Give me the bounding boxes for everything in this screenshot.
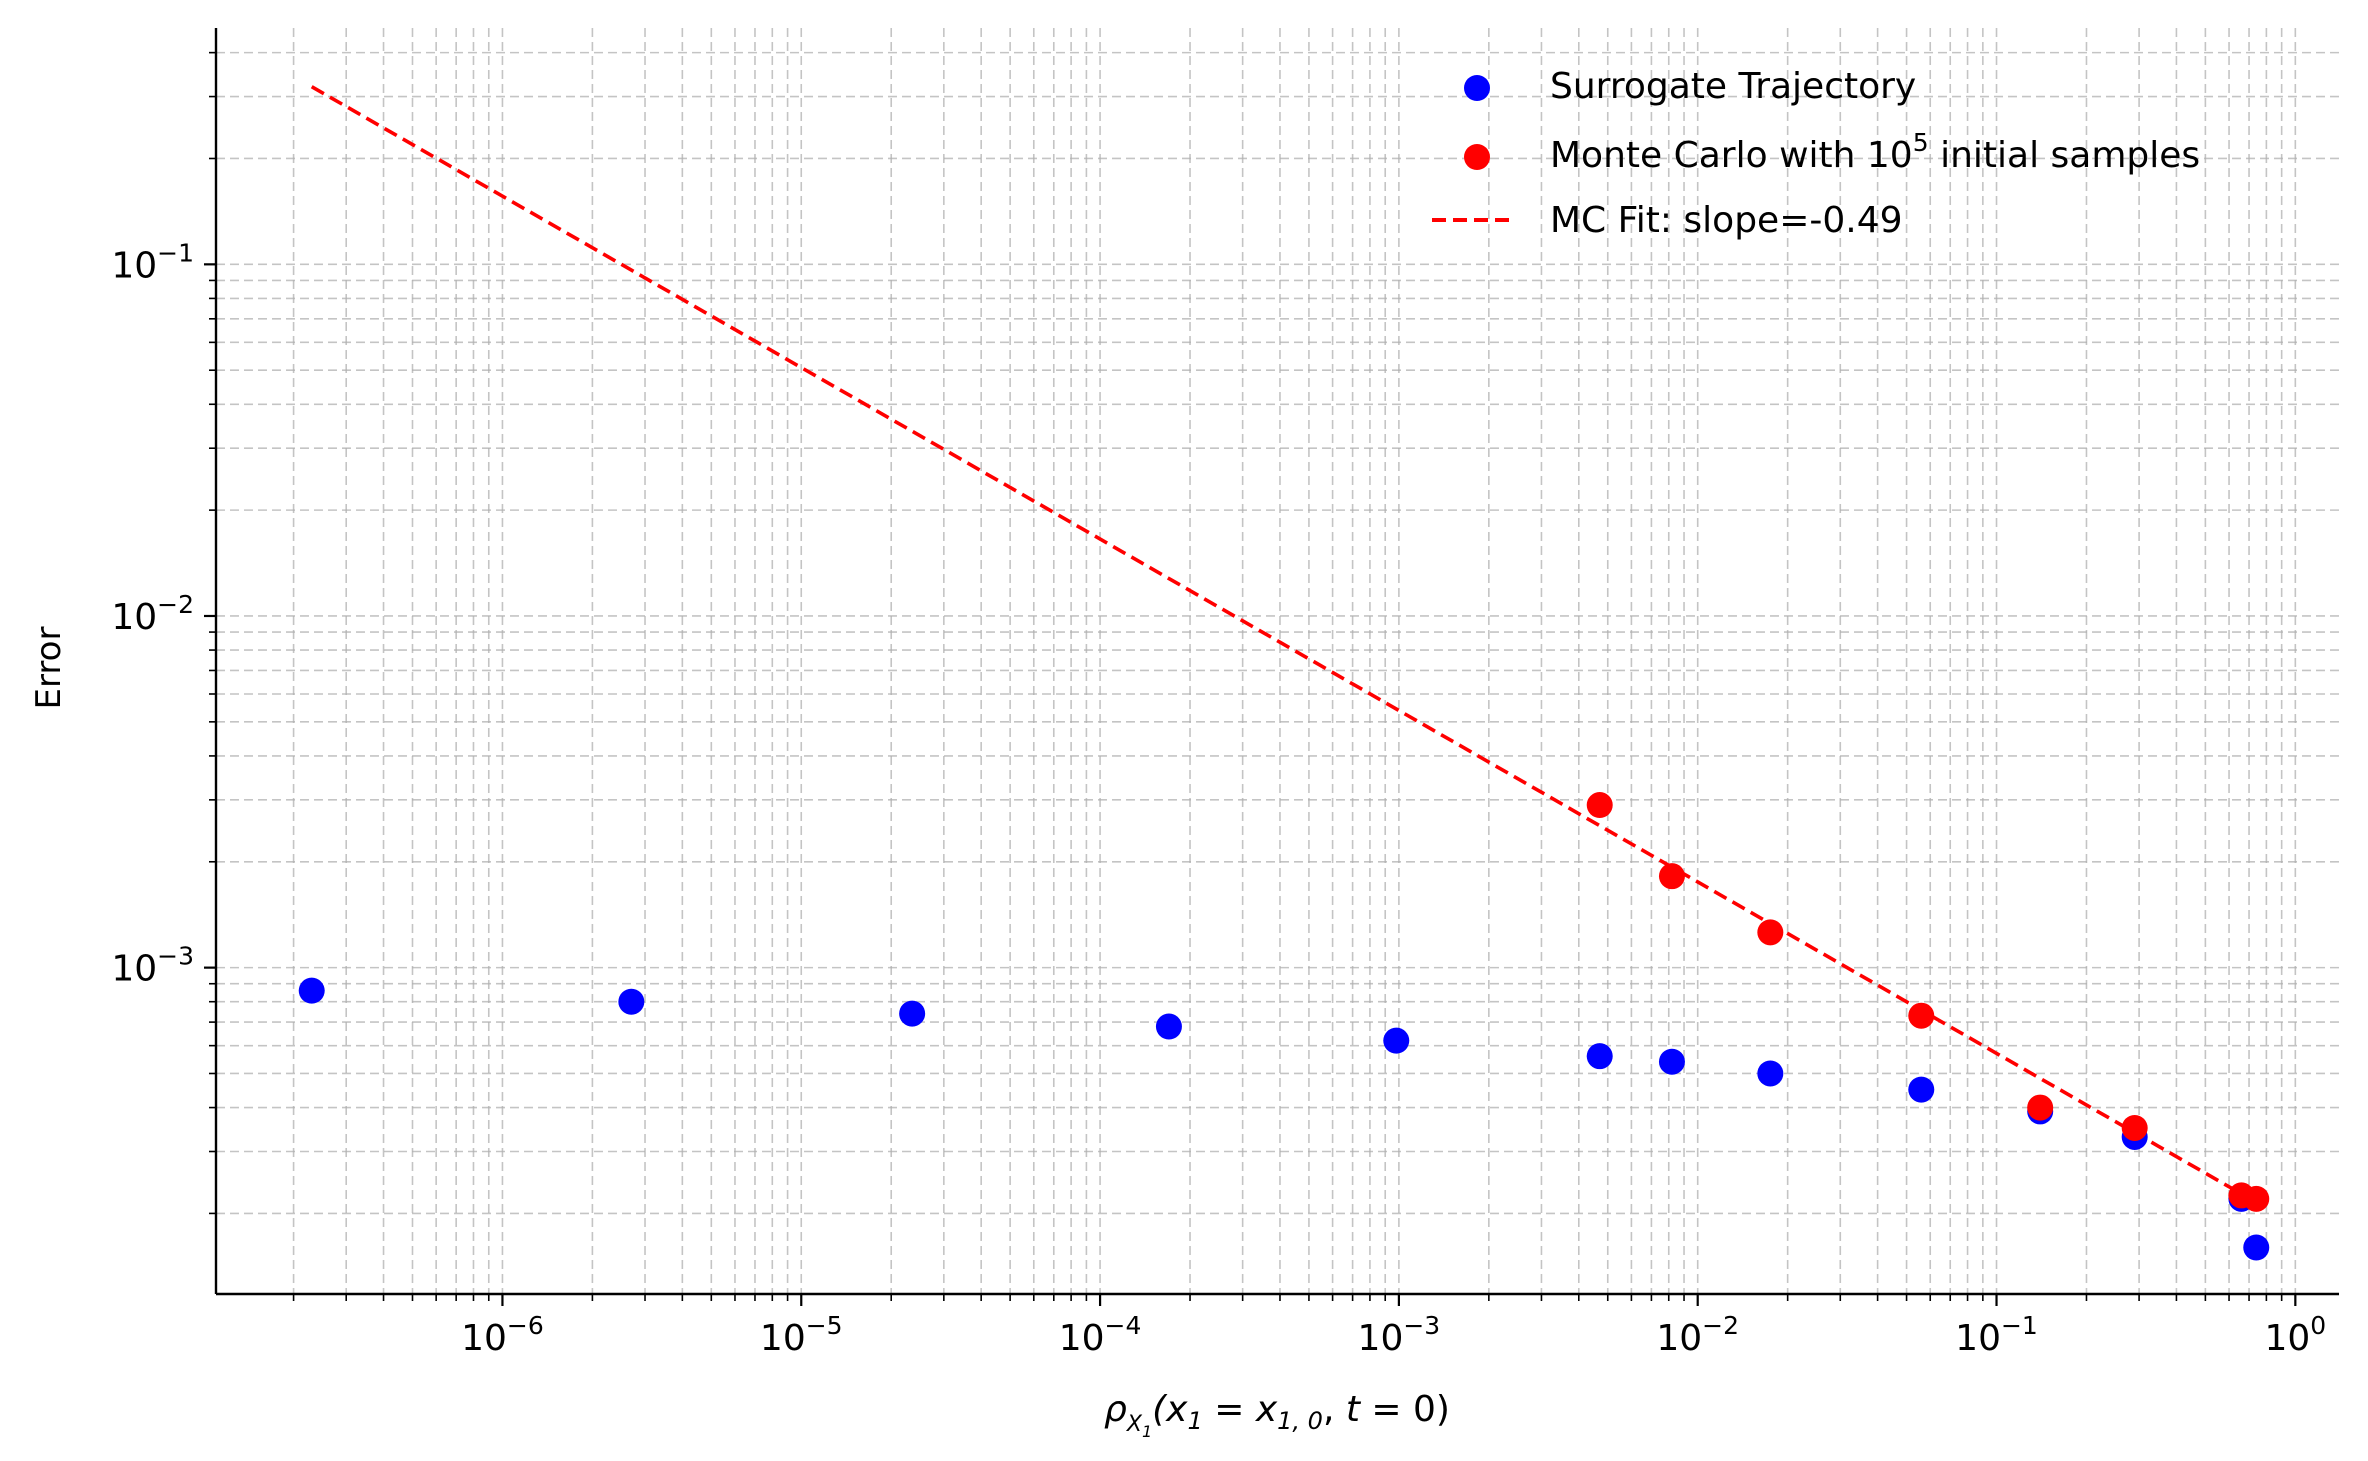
x-label-rho: ρ <box>1104 1389 1127 1430</box>
mc-fit-line-layer <box>310 85 2258 1204</box>
legend-fit-label: MC Fit: slope=-0.49 <box>1550 200 1903 241</box>
x-tick-label: 10−4 <box>1059 1311 1142 1359</box>
surrogate-points <box>298 977 2270 1261</box>
surrogate-point <box>1757 1060 1784 1087</box>
surrogate-point <box>2243 1234 2270 1261</box>
legend: Surrogate Trajectory Monte Carlo with 10… <box>1432 66 2200 241</box>
y-tick-label: 10−1 <box>111 238 194 286</box>
monte-carlo-point <box>1908 1002 1935 1029</box>
surrogate-point <box>298 977 325 1004</box>
tick-labels: 10−6 10−5 10−4 10−3 10−2 10−1 100 10−3 10−2 10−1 <box>111 238 2326 1359</box>
x-tick-label: 10−3 <box>1358 1311 1441 1359</box>
legend-surrogate-marker <box>1464 75 1490 101</box>
y-tick-label: 10−3 <box>111 942 194 990</box>
surrogate-point <box>899 1000 926 1027</box>
mc-fit-line <box>310 85 2258 1204</box>
y-tick-label: 10−2 <box>111 590 194 638</box>
monte-carlo-point <box>2027 1094 2054 1121</box>
surrogate-point <box>1908 1076 1935 1103</box>
surrogate-point <box>1658 1048 1685 1075</box>
y-axis-label: Error <box>29 627 69 710</box>
x-tick-label: 10−5 <box>760 1311 843 1359</box>
surrogate-point <box>1586 1043 1613 1070</box>
x-tick-label: 10−1 <box>1955 1311 2038 1359</box>
monte-carlo-point <box>1658 863 1685 890</box>
legend-mc-marker <box>1464 144 1490 170</box>
x-tick-label: 10−2 <box>1656 1311 1739 1359</box>
monte-carlo-points <box>1586 792 2270 1212</box>
axes <box>204 28 2339 1306</box>
legend-mc-label: Monte Carlo with 105 initial samples <box>1550 128 2200 176</box>
surrogate-point <box>1383 1027 1410 1054</box>
grid-lines <box>216 28 2339 1294</box>
x-axis-label: ρX1(x1 = x1, 0, t = 0) <box>1104 1389 1450 1441</box>
x-tick-label: 10−6 <box>461 1311 544 1359</box>
x-label-sub: X <box>1126 1412 1143 1437</box>
surrogate-point <box>618 988 645 1015</box>
surrogate-point <box>1155 1013 1182 1040</box>
x-tick-label: 100 <box>2264 1311 2326 1359</box>
monte-carlo-point <box>1757 919 1784 946</box>
monte-carlo-point <box>1586 792 1613 819</box>
monte-carlo-point <box>2121 1114 2148 1141</box>
monte-carlo-point <box>2243 1185 2270 1212</box>
legend-surrogate-label: Surrogate Trajectory <box>1550 66 1916 107</box>
